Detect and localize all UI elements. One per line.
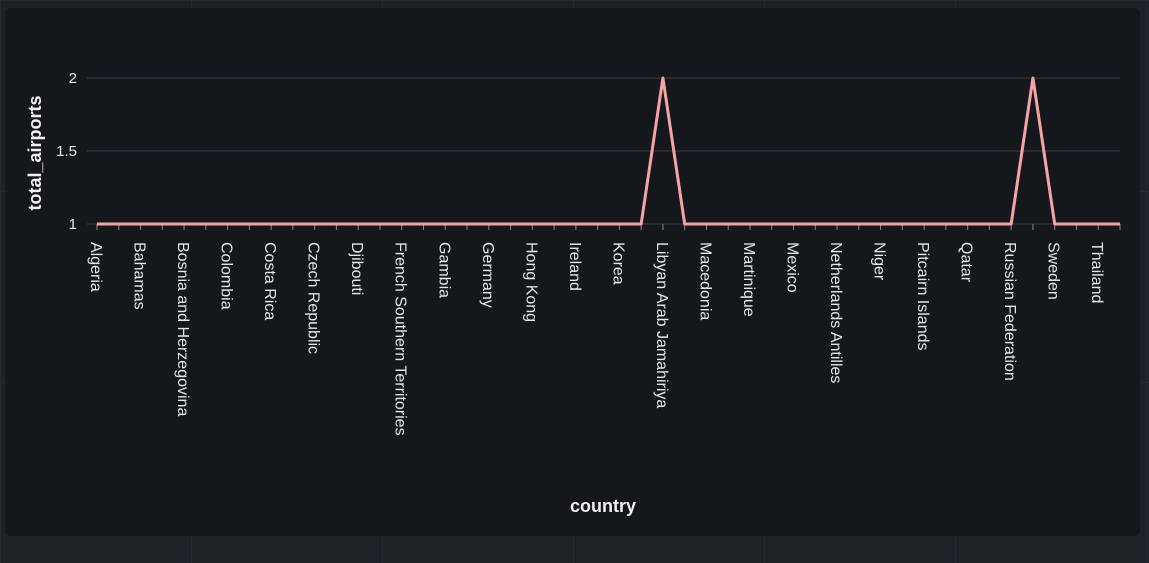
x-tick-label: Thailand <box>1088 242 1105 303</box>
x-tick-label: Libyan Arab Jamahiriya <box>653 242 670 408</box>
x-tick-label: Djibouti <box>348 242 365 295</box>
series-line-total-airports <box>97 76 1120 226</box>
x-tick-label: Martinique <box>740 242 757 317</box>
x-tick-label: Qatar <box>958 242 975 283</box>
x-tick-label: Russian Federation <box>1001 242 1018 381</box>
x-tick-label: Germany <box>479 242 496 308</box>
x-tick-label: Bosnia and Herzegovina <box>174 242 191 416</box>
y-tick-label: 2 <box>69 70 77 87</box>
grid-lines <box>87 77 1120 225</box>
x-tick-label: Macedonia <box>696 242 713 320</box>
x-tick-label: Algeria <box>87 242 104 292</box>
y-tick-label: 1 <box>69 216 77 233</box>
line-chart: 11.52 Algeria Bahamas Bosnia and Herzegovi… <box>25 70 1121 516</box>
x-tick-label: Netherlands Antilles <box>827 242 844 383</box>
y-tick-labels: 11.52 <box>56 70 77 233</box>
x-tick-label: Sweden <box>1045 242 1062 300</box>
chart-card: 1 1.5 2 Algeria Bahamas Bosnia and Herzegovi… <box>5 8 1140 536</box>
x-tick-labels: Algeria Bahamas Bosnia and Herzegovina Colo… <box>87 242 1105 436</box>
y-axis-title: total_airports <box>25 95 45 210</box>
x-axis-title: country <box>570 496 636 516</box>
x-tick-label: Czech Republic <box>305 242 322 354</box>
x-tick-label: Costa Rica <box>261 242 278 320</box>
x-tick-label: French Southern Territories <box>392 242 409 436</box>
x-tick-label: Gambia <box>435 242 452 298</box>
y-tick-label: 1.5 <box>56 143 77 160</box>
x-tick-label: Korea <box>609 242 626 285</box>
x-tick-label: Bahamas <box>131 242 148 310</box>
x-tick-label: Mexico <box>784 242 801 293</box>
x-tick-label: Pitcairn Islands <box>914 242 931 351</box>
x-tick-label: Niger <box>871 242 888 281</box>
x-tick-label: Hong Kong <box>522 242 539 322</box>
x-tick-label: Ireland <box>566 242 583 291</box>
x-tick-label: Colombia <box>218 242 235 310</box>
